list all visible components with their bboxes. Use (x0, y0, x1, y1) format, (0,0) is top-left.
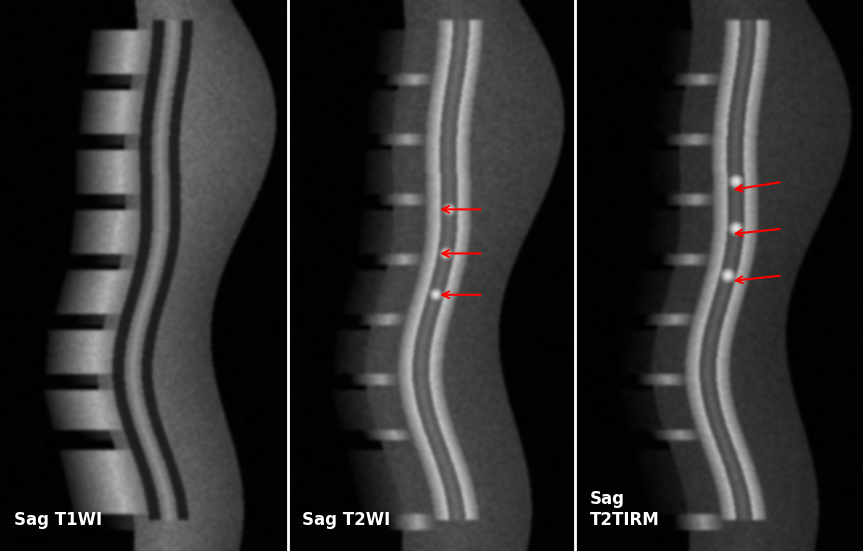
Text: Sag T2WI: Sag T2WI (302, 511, 390, 529)
Text: Sag
T2TIRM: Sag T2TIRM (589, 490, 659, 529)
Text: Sag T1WI: Sag T1WI (15, 511, 103, 529)
